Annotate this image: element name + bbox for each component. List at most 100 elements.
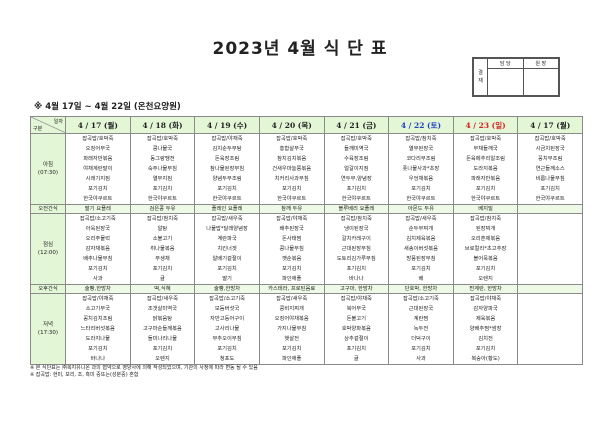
menu-item: 잡곡밥/호박죽 [340,136,372,142]
menu-item [519,264,582,274]
approval-box: 결 재 담 당 원 장 [472,57,560,97]
snack-cell: 찐계란, 한방차 [452,284,519,294]
menu-item: 더덕구이 [411,336,431,342]
menu-item [519,304,582,314]
page-title: 2023년 4월 식 단 표 [212,39,388,59]
menu-item: 바나나 [90,356,106,362]
menu-item: 포기김치 [281,266,302,272]
menu-item: 포기김치 [88,186,108,192]
menu-item: 잡곡밥/야채죽 [211,136,243,142]
menu-item: 잡곡밥/새우죽 [211,216,243,222]
menu-item: 코다리무조림 [406,156,436,162]
menu-item [519,354,582,364]
menu-item: 돈불고기 [346,316,367,322]
menu-item: 한국야쿠르트 [83,196,113,202]
snack-row: 오전간식 딸기 요플레 검은콩 두유 플레인 요플레 참깨 두유 블루베리 요플레 아몬드 … [30,204,583,214]
menu-cell: 잡곡밥/호박죽 무채들깨국 돈육메추리알조림 도라지볶음 파래자반볶음 포기김치 한국야쿠르… [452,133,519,205]
meal-row: 아침 (07:30) 잡곡밥/호박죽 오징어무국 파래자반볶음 야채계란말이 시래기지짐 포기… [30,133,583,205]
snack-cell: 플레인 요플레 [194,204,260,214]
menu-item: 바나나 [349,276,364,282]
menu-item: 잡곡밥/새우죽 [405,216,437,222]
menu-item: 파래자반볶음 [83,156,113,162]
menu-cell: 잡곡밥/호박죽 시금치된장국 꽁치무조림 연근들깨소스 비름나물무침 포기김치 한국야쿠르트 [517,133,583,205]
snack-cell: 참깨 두유 [258,204,325,214]
menu-item: 오리훈제볶음 [470,236,501,242]
menu-item: 고구마순들깨볶음 [142,326,182,332]
meal-name: 오후간식 [38,286,58,292]
meal-row: 저녁 (17:30) 잡곡밥/야채죽 소고기무국 꽁치김치조림 느타리버섯볶음 도라지나물 포… [30,293,583,365]
menu-item: 양념두부조림 [212,176,242,182]
menu-item: 포기김치 [152,186,173,192]
menu-item: 취나물볶음 [150,246,175,252]
menu-cell: 잡곡밥/호박죽 들깨미역국 수육장조림 얼갈이지짐 연두부,양념장 포기김치 한국야쿠르트 [323,133,390,205]
approval-sign-director[interactable] [522,68,559,96]
snack-cell: 고구마, 한방차 [323,284,390,294]
menu-item: 파인애플 [281,356,302,362]
snack-cell: 베지밀 [452,204,519,214]
snack-cell: 단호박, 한방차 [388,284,454,294]
menu-item: 포기김치 [411,266,431,272]
menu-item: 포기김치 [346,346,367,352]
snack-cell: 술빵,한방차 [194,284,260,294]
menu-item: 햇살전 [284,336,299,342]
menu-item [519,324,582,334]
menu-item: 포기김치 [475,186,496,192]
menu-item: 볼어묵볶음 [473,256,498,262]
snack-cell: 떡,식혜 [129,284,196,294]
menu-item: 북어무국 [346,306,367,312]
menu-item: 계란찜 [413,316,429,322]
menu-item: 잡곡밥/야채죽 [82,296,114,302]
meal-label: 점심 (12:00) [30,213,66,285]
menu-item [519,224,582,234]
menu-item: 포기김치 [217,346,237,352]
menu-cell: 잡곡밥/야채죽 북어무국 돈불고기 호박양파볶음 상추겉절이 포기김치 귤 [323,293,390,365]
notes: ※ 본 식단표는 ㈜복지유니온 과의 협약으로 영양사에 의해 작성되었으며, … [30,365,258,378]
menu-cell: 잡곡밥/호박죽 콩나물국 동그랑땡전 숙주나물무침 열무지짐 포기김치 한국야쿠르트 [129,133,196,205]
menu-item [519,215,582,225]
menu-item: 돈육장조림 [214,156,240,162]
meal-time: (07:30) [37,170,59,176]
menu-item: 순두부찌개 [408,226,434,232]
day-header: 4 / 17 (월) [65,116,131,134]
menu-item: 들깨미역국 [344,146,369,152]
menu-item: 양배추찜*쌈장 [469,326,502,332]
menu-item: 고사리나물 [214,326,240,332]
menu-item: 잡곡밥/호박죽 [470,136,502,142]
day-header: 4 / 18 (화) [129,116,196,134]
menu-cell: 잡곡밥/새우죽 조갯살미역국 닭볶음탕 고구마순들깨볶음 돌미나리나물 포기김치 오렌지 [129,293,196,365]
menu-item: 포기김치 [346,186,367,192]
menu-cell: 잡곡밥/소고기죽 아욱된장국 오리주물럭 감자채볶음 배추나물무침 포기김치 사과 [65,213,131,285]
menu-item: 잡곡밥/야채죽 [276,216,308,222]
menu-item: 알탕 [157,226,168,232]
approval-sign-staff[interactable] [487,68,524,96]
snack-cell: 블루베리 요플레 [323,204,390,214]
menu-item: 딸기 [222,276,232,282]
menu-item: 포기김치 [88,346,108,352]
menu-item: 파인애플 [281,276,302,282]
diagonal-line [31,117,66,133]
menu-item: 포기김치 [540,186,560,192]
menu-item: 시래기지짐 [85,176,110,182]
menu-item: 파래자반볶음 [470,176,501,182]
menu-item: 풋나물사과*초장 [402,166,440,172]
menu-item: 포기김치 [217,266,237,272]
menu-cell: 잡곡밥/새우죽 콩비지찌개 오징어야채볶음 가지나물무침 햇살전 포기김치 파인애플 [258,293,325,365]
menu-item: 김치제육볶음 [406,236,436,242]
menu-item: 감자채볶음 [85,246,110,252]
menu-item: 방풍된장무침 [406,256,436,262]
menu-item: 배추나물무침 [83,256,113,262]
menu-item: 참치김치볶음 [277,156,307,162]
menu-cell: 잡곡밥/야채죽 감자양파국 제육볶음 양배추찜*쌈장 김치전 포기김치 복숭아(황도) [452,293,519,365]
day-header: 4 / 21 (금) [323,116,390,134]
menu-item: 닭볶음탕 [152,316,173,322]
menu-item: 사과 [416,356,426,362]
menu-item: 녹두전 [413,326,429,332]
menu-item: 도라지볶음 [473,166,498,172]
menu-item: 오렌지 [478,276,493,282]
corner-category-label: 구분 [33,126,43,132]
menu-cell: 잡곡밥/새우죽 순두부찌개 김치제육볶음 새송이버섯볶음 방풍된장무침 포기김치 배 [388,213,454,285]
menu-cell: 잡곡밥/참치죽 된장찌개 오리훈제볶음 브로컬리*초고추장 볼어묵볶음 포기김치 오렌지 [452,213,519,285]
menu-item: 무채들깨국 [473,146,498,152]
menu-item: 한국야쿠르트 [470,196,501,202]
menu-item: 참나물된장무침 [210,166,245,172]
